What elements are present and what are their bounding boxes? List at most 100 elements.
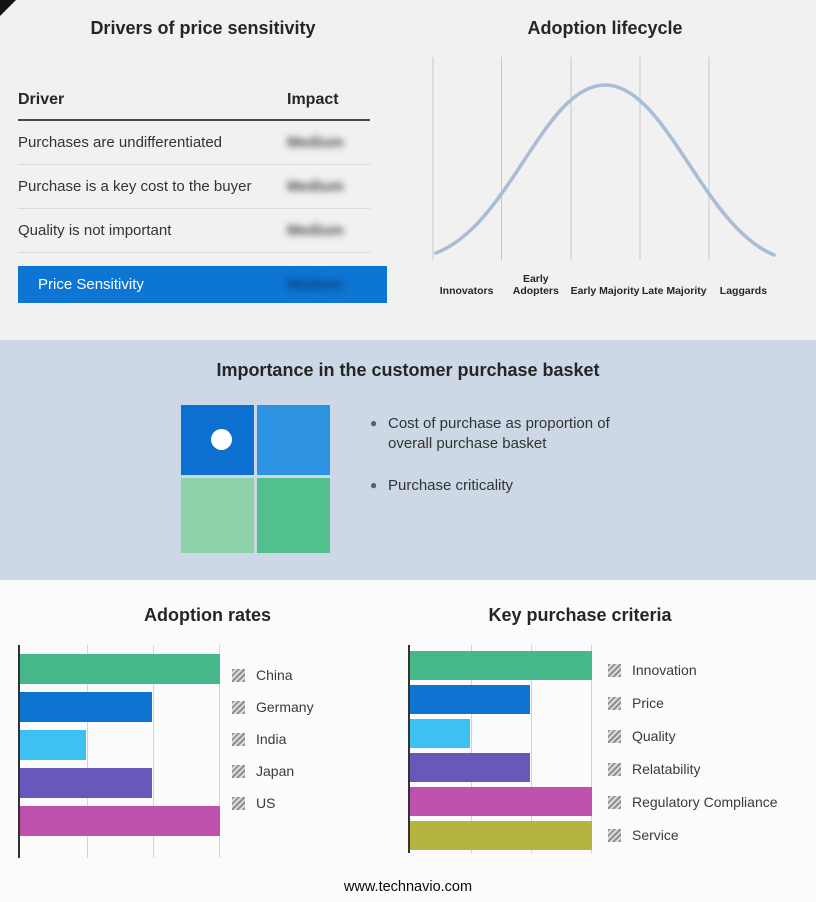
legend-label: Regulatory Compliance — [632, 794, 778, 810]
driver-row: Quality is not important Medium — [18, 209, 370, 253]
bullet-icon: ● — [370, 416, 378, 430]
table-header: Driver Impact — [18, 91, 370, 121]
impact-value: Medium — [287, 222, 344, 239]
legend-label: Service — [632, 827, 679, 843]
lifecycle-category-label: Laggards — [719, 285, 768, 298]
driver-cell: Purchases are undifferentiated — [18, 134, 223, 151]
summary-impact-value: Medium — [287, 276, 344, 293]
legend-swatch-icon — [608, 795, 621, 809]
legend-label: US — [256, 795, 276, 811]
bar-regulatory-compliance — [410, 787, 592, 816]
legend-item: Relatability — [608, 761, 778, 777]
gridline — [531, 645, 533, 853]
legend-swatch-icon — [608, 729, 621, 743]
purchase-basket-quadrant — [181, 405, 330, 553]
legend-swatch-icon — [232, 764, 245, 778]
bar-quality — [410, 719, 471, 748]
summary-label: Price Sensitivity — [38, 276, 144, 293]
driver-row: Purchase is a key cost to the buyer Mediu… — [18, 165, 370, 209]
price-sensitivity-panel: Drivers of price sensitivity Driver Impa… — [18, 0, 388, 303]
lifecycle-category-label: Early Majority — [570, 285, 640, 298]
middle-section: Importance in the customer purchase bask… — [0, 340, 816, 580]
adoption-rates-legend: China Germany India Japan US — [232, 667, 314, 811]
legend-item: Price — [608, 695, 778, 711]
legend-swatch-icon — [608, 663, 621, 677]
legend-swatch-icon — [232, 668, 245, 682]
legend-label: India — [256, 731, 287, 747]
legend-item: China — [232, 667, 314, 683]
adoption-rates-chart — [18, 645, 221, 858]
bullet-icon: ● — [370, 477, 378, 492]
legend-label: Innovation — [632, 662, 697, 678]
lifecycle-gridlines — [432, 57, 710, 260]
bell-curve-line — [434, 83, 776, 257]
legend-label: Price — [632, 695, 664, 711]
legend-item: Service — [608, 827, 778, 843]
lifecycle-category-label: Late Majority — [641, 285, 707, 298]
impact-value: Medium — [287, 178, 344, 195]
website-link[interactable]: www.technavio.com — [343, 879, 473, 895]
adoption-lifecycle-panel: Adoption lifecycle Innovators Early Adopt… — [432, 0, 778, 300]
legend-item: Japan — [232, 763, 314, 779]
gridline — [470, 645, 472, 853]
bar-germany — [20, 692, 152, 722]
bar-us — [20, 806, 220, 836]
bottom-section: Adoption rates Key purchase criteria Chi… — [0, 580, 816, 902]
drivers-table: Driver Impact Purchases are undifferenti… — [18, 91, 387, 303]
bar-innovation — [410, 651, 592, 680]
impact-value: Medium — [287, 134, 344, 151]
column-header-driver: Driver — [18, 91, 65, 108]
footer: www.technavio.com — [0, 879, 816, 895]
bar-service — [410, 821, 592, 850]
legend-item: US — [232, 795, 314, 811]
legend-item: Innovation — [608, 662, 778, 678]
legend-swatch-icon — [232, 732, 245, 746]
bullet-text: Cost of purchase as proportion of overal… — [388, 415, 610, 452]
lifecycle-chart: Innovators Early Adopters Early Majority La… — [432, 57, 778, 300]
key-purchase-criteria-legend: Innovation Price Quality Relatability Regula… — [608, 662, 778, 843]
middle-title: Importance in the customer purchase bask… — [216, 360, 600, 380]
bar-india — [20, 730, 86, 760]
corner-triangle — [0, 0, 16, 16]
panel-title-lifecycle: Adoption lifecycle — [527, 18, 683, 38]
legend-label: Relatability — [632, 761, 701, 777]
bar-japan — [20, 768, 152, 798]
legend-label: Japan — [256, 763, 295, 779]
bar-relatability — [410, 753, 531, 782]
bar-china — [20, 654, 220, 684]
legend-swatch-icon — [608, 828, 621, 842]
top-section: Drivers of price sensitivity Driver Impa… — [0, 0, 816, 340]
legend-label: Germany — [256, 699, 314, 715]
column-header-impact: Impact — [287, 91, 339, 108]
gridline — [153, 645, 155, 858]
bullet-list: ● Cost of purchase as proportion of overa… — [370, 414, 652, 517]
position-dot — [211, 429, 232, 450]
gridline — [219, 645, 221, 858]
key-purchase-criteria-title: Key purchase criteria — [488, 605, 672, 625]
gridline — [591, 645, 593, 853]
lifecycle-category-label: Early Adopters — [512, 272, 559, 298]
legend-item: Quality — [608, 728, 778, 744]
legend-swatch-icon — [232, 700, 245, 714]
quadrant-cell-1 — [257, 405, 330, 475]
legend-swatch-icon — [232, 796, 245, 810]
legend-swatch-icon — [608, 696, 621, 710]
legend-swatch-icon — [608, 762, 621, 776]
lifecycle-axis-labels: Innovators Early Adopters Early Majority La… — [432, 262, 778, 298]
key-purchase-criteria-chart — [408, 645, 593, 853]
driver-cell: Purchase is a key cost to the buyer — [18, 178, 252, 195]
driver-row: Purchases are undifferentiated Medium — [18, 121, 370, 165]
quadrant-cell-3 — [257, 478, 330, 553]
legend-label: Quality — [632, 728, 676, 744]
lifecycle-category-label: Innovators — [439, 285, 494, 298]
price-sensitivity-bar: Price Sensitivity Medium — [18, 266, 387, 303]
legend-item: Germany — [232, 699, 314, 715]
bar-price — [410, 685, 531, 714]
bullet-text: Purchase criticality — [388, 476, 514, 494]
bullet-item: ● Cost of purchase as proportion of overa… — [370, 414, 652, 454]
gridline — [86, 645, 88, 858]
legend-item: Regulatory Compliance — [608, 794, 778, 810]
legend-item: India — [232, 731, 314, 747]
legend-label: China — [256, 667, 293, 683]
